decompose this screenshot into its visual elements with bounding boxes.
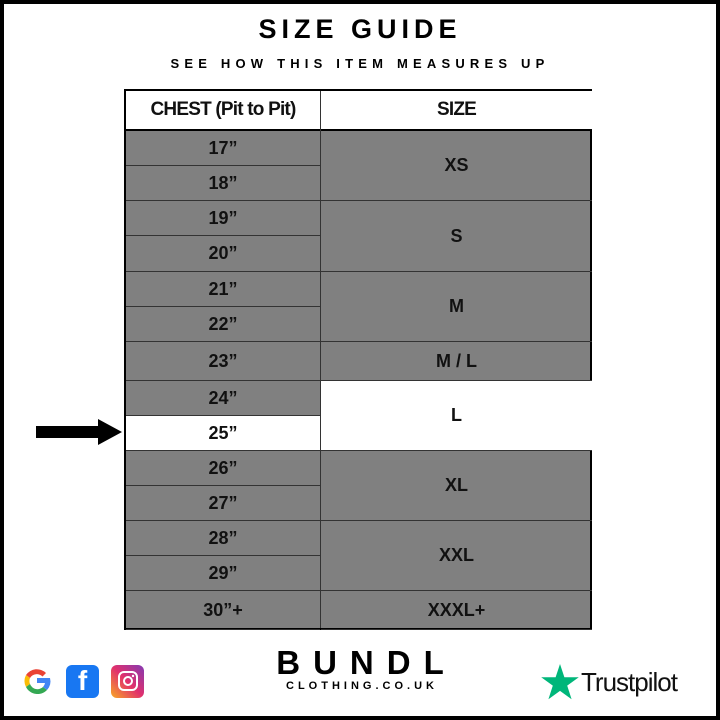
chest-cell: 29” <box>126 556 320 591</box>
chest-cell: 22” <box>126 307 320 342</box>
trustpilot-logo[interactable]: Trustpilot <box>541 664 678 700</box>
header-size: SIZE <box>321 91 592 131</box>
facebook-icon[interactable]: f <box>66 664 99 698</box>
header-chest: CHEST (Pit to Pit) <box>126 91 320 131</box>
trustpilot-star-icon <box>541 664 579 700</box>
chest-cell: 30”+ <box>126 591 320 630</box>
chest-cell: 18” <box>126 166 320 201</box>
chest-cell: 25” <box>126 416 320 451</box>
brand-website: CLOTHING.CO.UK <box>286 680 438 692</box>
chest-cell: 28” <box>126 521 320 556</box>
brand-name: BUNDL <box>276 644 457 681</box>
size-cell: S <box>321 201 592 272</box>
size-cell: M / L <box>321 342 592 381</box>
chest-cell: 27” <box>126 486 320 521</box>
page-subtitle: SEE HOW THIS ITEM MEASURES UP <box>170 56 550 71</box>
size-cell: XXXL+ <box>321 591 592 630</box>
size-cell: XL <box>321 451 592 521</box>
chest-cell: 26” <box>126 451 320 486</box>
chest-cell: 19” <box>126 201 320 236</box>
size-cell: XXL <box>321 521 592 591</box>
social-icons: f <box>20 664 144 698</box>
chest-cell: 23” <box>126 342 320 381</box>
chest-cell: 24” <box>126 381 320 416</box>
size-cell: M <box>321 272 592 342</box>
arrow-right-icon <box>36 419 122 445</box>
size-table: CHEST (Pit to Pit) SIZE 17” 18” 19” 20” 21” 2… <box>124 89 592 630</box>
instagram-icon[interactable] <box>111 664 144 698</box>
size-cell: L <box>321 381 592 451</box>
size-cell: XS <box>321 131 592 201</box>
chest-cell: 21” <box>126 272 320 307</box>
page-title: SIZE GUIDE <box>258 14 462 44</box>
chest-cell: 20” <box>126 236 320 272</box>
google-icon[interactable] <box>20 664 54 698</box>
brand-logo: BUNDL CLOTHING.CO.UK <box>0 644 720 693</box>
column-divider <box>320 91 321 628</box>
chest-cell: 17” <box>126 131 320 166</box>
trustpilot-label: Trustpilot <box>581 666 678 697</box>
